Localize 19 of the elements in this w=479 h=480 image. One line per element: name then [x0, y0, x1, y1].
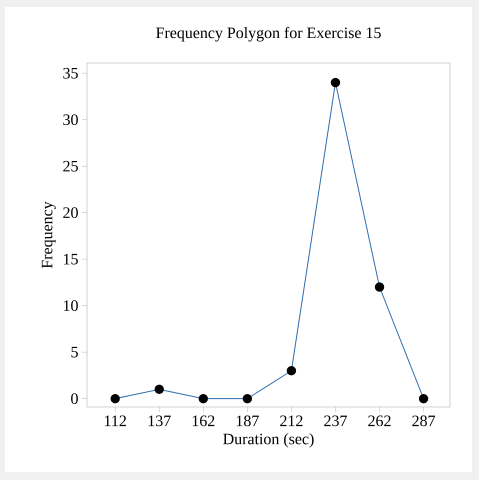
y-tick-label: 5 — [71, 346, 78, 358]
x-tick-label: 262 — [368, 416, 391, 426]
chart-title: Frequency Polygon for Exercise 15 — [156, 26, 381, 42]
y-tick-label: 35 — [63, 68, 78, 79]
y-tick-label: 30 — [63, 114, 78, 126]
x-tick-label: 287 — [412, 416, 436, 426]
x-tick-label: 187 — [236, 416, 259, 426]
y-tick-label: 10 — [64, 300, 78, 312]
x-tick-label: 162 — [192, 416, 214, 426]
y-tick-label: 25 — [63, 160, 78, 172]
y-axis-title: Frequency — [42, 201, 56, 268]
y-tick-label: 0 — [71, 393, 78, 404]
x-tick-label: 212 — [280, 416, 302, 426]
x-axis-title: Duration (sec) — [223, 433, 314, 448]
x-tick-label: 237 — [324, 416, 347, 426]
x-tick-label: 112 — [104, 416, 126, 426]
y-tick-label: 20 — [63, 207, 78, 218]
x-tick-label: 137 — [148, 416, 171, 426]
y-tick-label: 15 — [64, 254, 78, 265]
